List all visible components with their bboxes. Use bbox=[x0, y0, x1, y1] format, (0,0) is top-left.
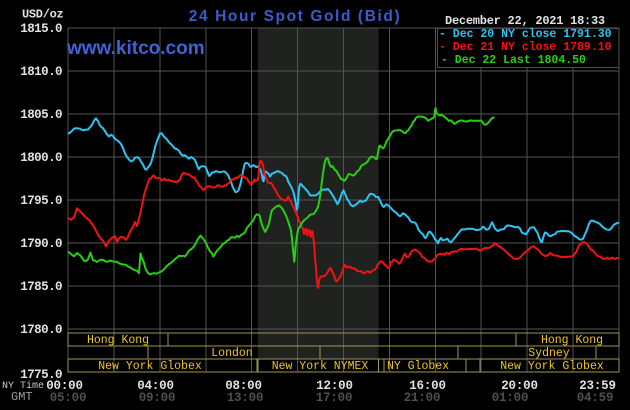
svg-text:NY Time: NY Time bbox=[2, 380, 44, 392]
svg-text:1800.0: 1800.0 bbox=[20, 151, 62, 165]
svg-text:01:00: 01:00 bbox=[492, 391, 529, 405]
svg-text:GMT: GMT bbox=[11, 390, 33, 404]
svg-text:16:00: 16:00 bbox=[409, 379, 446, 393]
svg-text:09:00: 09:00 bbox=[139, 391, 176, 405]
svg-text:05:00: 05:00 bbox=[50, 391, 87, 405]
svg-text:- Dec 20 NY close 1791.30: - Dec 20 NY close 1791.30 bbox=[439, 28, 612, 41]
svg-text:1790.0: 1790.0 bbox=[20, 237, 62, 251]
svg-text:23:59: 23:59 bbox=[579, 379, 616, 393]
svg-text:08:00: 08:00 bbox=[225, 379, 262, 393]
svg-text:- Dec 22 Last 1804.50: - Dec 22 Last 1804.50 bbox=[441, 54, 586, 67]
svg-text:1805.0: 1805.0 bbox=[20, 108, 62, 122]
svg-text:24 Hour Spot Gold (Bid): 24 Hour Spot Gold (Bid) bbox=[189, 8, 401, 25]
svg-text:Hong Kong: Hong Kong bbox=[541, 334, 603, 347]
svg-text:NY Globex: NY Globex bbox=[387, 360, 449, 373]
svg-text:New York Globex: New York Globex bbox=[500, 360, 604, 373]
svg-text:12:00: 12:00 bbox=[316, 379, 353, 393]
svg-text:04:00: 04:00 bbox=[137, 379, 174, 393]
svg-text:1775.0: 1775.0 bbox=[20, 368, 62, 382]
svg-text:New York NYMEX: New York NYMEX bbox=[272, 360, 369, 373]
svg-text:13:00: 13:00 bbox=[227, 391, 264, 405]
svg-text:London: London bbox=[211, 347, 252, 360]
svg-text:www.kitco.com: www.kitco.com bbox=[66, 38, 205, 59]
svg-text:- Dec 21 NY close 1789.10: - Dec 21 NY close 1789.10 bbox=[439, 41, 612, 54]
svg-text:21:00: 21:00 bbox=[404, 391, 441, 405]
svg-text:New York Globex: New York Globex bbox=[98, 360, 202, 373]
svg-text:Hong Kong: Hong Kong bbox=[87, 334, 149, 347]
svg-text:Sydney: Sydney bbox=[528, 347, 570, 360]
svg-text:USD/oz: USD/oz bbox=[22, 8, 64, 22]
svg-text:1810.0: 1810.0 bbox=[20, 65, 62, 79]
svg-text:1795.0: 1795.0 bbox=[20, 194, 62, 208]
svg-text:00:00: 00:00 bbox=[46, 379, 83, 393]
svg-text:1780.0: 1780.0 bbox=[20, 323, 62, 337]
svg-text:December 22, 2021 18:33: December 22, 2021 18:33 bbox=[445, 14, 605, 28]
svg-text:1815.0: 1815.0 bbox=[20, 22, 62, 36]
svg-text:04:59: 04:59 bbox=[577, 391, 614, 405]
svg-text:1785.0: 1785.0 bbox=[20, 280, 62, 294]
svg-text:17:00: 17:00 bbox=[316, 391, 353, 405]
svg-text:20:00: 20:00 bbox=[501, 379, 538, 393]
